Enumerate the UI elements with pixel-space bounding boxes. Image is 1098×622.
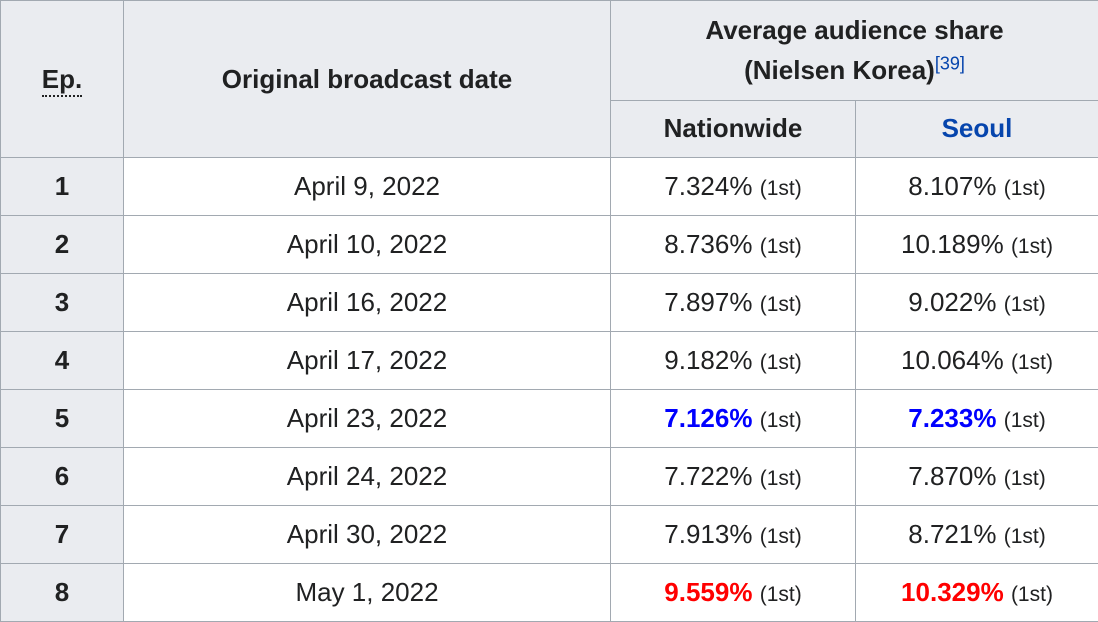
seoul-rank: (1st) — [1004, 409, 1046, 432]
broadcast-date: May 1, 2022 — [124, 564, 611, 622]
nationwide-rank: (1st) — [760, 467, 802, 490]
episode-number: 1 — [1, 158, 124, 216]
nationwide-share-cell: 7.722% (1st) — [611, 448, 856, 506]
reference-citation[interactable]: [39] — [935, 54, 965, 74]
seoul-share-cell: 10.329% (1st) — [856, 564, 1098, 622]
seoul-rank: (1st) — [1011, 583, 1053, 606]
seoul-share-value: 10.064% — [901, 345, 1004, 375]
nationwide-share-cell: 7.913% (1st) — [611, 506, 856, 564]
header-seoul[interactable]: Seoul — [856, 100, 1098, 157]
seoul-share-cell: 9.022% (1st) — [856, 274, 1098, 332]
episode-number: 4 — [1, 332, 124, 390]
episode-number: 5 — [1, 390, 124, 448]
seoul-share-value: 10.329% — [901, 577, 1004, 607]
nationwide-rank: (1st) — [760, 351, 802, 374]
nationwide-share-cell: 8.736% (1st) — [611, 216, 856, 274]
seoul-rank: (1st) — [1011, 351, 1053, 374]
nationwide-share-cell: 9.559% (1st) — [611, 564, 856, 622]
nationwide-rank: (1st) — [760, 409, 802, 432]
nationwide-share-value: 9.182% — [664, 345, 752, 375]
episode-number: 2 — [1, 216, 124, 274]
seoul-share-cell: 10.064% (1st) — [856, 332, 1098, 390]
broadcast-date: April 10, 2022 — [124, 216, 611, 274]
header-audience-share-source: (Nielsen Korea) — [744, 55, 935, 85]
episode-abbreviation[interactable]: Ep. — [42, 64, 82, 97]
broadcast-date: April 30, 2022 — [124, 506, 611, 564]
nationwide-share-cell: 9.182% (1st) — [611, 332, 856, 390]
seoul-rank: (1st) — [1004, 467, 1046, 490]
nationwide-rank: (1st) — [760, 525, 802, 548]
seoul-rank: (1st) — [1004, 525, 1046, 548]
broadcast-date: April 17, 2022 — [124, 332, 611, 390]
nationwide-share-value: 7.126% — [664, 403, 752, 433]
seoul-share-value: 7.870% — [908, 461, 996, 491]
seoul-share-value: 10.189% — [901, 229, 1004, 259]
seoul-share-cell: 7.870% (1st) — [856, 448, 1098, 506]
header-broadcast-date: Original broadcast date — [124, 1, 611, 158]
header-episode: Ep. — [1, 1, 124, 158]
broadcast-date: April 23, 2022 — [124, 390, 611, 448]
seoul-link[interactable]: Seoul — [942, 113, 1013, 143]
episode-number: 6 — [1, 448, 124, 506]
nationwide-rank: (1st) — [760, 177, 802, 200]
seoul-share-value: 8.721% — [908, 519, 996, 549]
nationwide-rank: (1st) — [760, 235, 802, 258]
header-audience-share: Average audience share (Nielsen Korea)[3… — [611, 1, 1098, 101]
seoul-rank: (1st) — [1011, 235, 1053, 258]
seoul-share-cell: 8.721% (1st) — [856, 506, 1098, 564]
nationwide-share-cell: 7.324% (1st) — [611, 158, 856, 216]
broadcast-date: April 9, 2022 — [124, 158, 611, 216]
seoul-rank: (1st) — [1004, 293, 1046, 316]
nationwide-share-cell: 7.126% (1st) — [611, 390, 856, 448]
header-nationwide: Nationwide — [611, 100, 856, 157]
seoul-share-value: 9.022% — [908, 287, 996, 317]
nationwide-share-value: 8.736% — [664, 229, 752, 259]
nationwide-share-value: 7.324% — [664, 171, 752, 201]
seoul-rank: (1st) — [1004, 177, 1046, 200]
nationwide-share-value: 7.897% — [664, 287, 752, 317]
broadcast-date: April 24, 2022 — [124, 448, 611, 506]
nationwide-share-value: 7.722% — [664, 461, 752, 491]
episode-number: 7 — [1, 506, 124, 564]
seoul-share-cell: 7.233% (1st) — [856, 390, 1098, 448]
seoul-share-cell: 10.189% (1st) — [856, 216, 1098, 274]
nationwide-share-value: 7.913% — [664, 519, 752, 549]
episode-number: 3 — [1, 274, 124, 332]
nationwide-rank: (1st) — [760, 293, 802, 316]
episode-number: 8 — [1, 564, 124, 622]
reference-link[interactable]: [39] — [935, 54, 965, 74]
seoul-share-cell: 8.107% (1st) — [856, 158, 1098, 216]
broadcast-date: April 16, 2022 — [124, 274, 611, 332]
nationwide-share-cell: 7.897% (1st) — [611, 274, 856, 332]
nationwide-share-value: 9.559% — [664, 577, 752, 607]
header-audience-share-title: Average audience share — [705, 15, 1003, 45]
seoul-share-value: 8.107% — [908, 171, 996, 201]
nationwide-rank: (1st) — [760, 583, 802, 606]
seoul-share-value: 7.233% — [908, 403, 996, 433]
